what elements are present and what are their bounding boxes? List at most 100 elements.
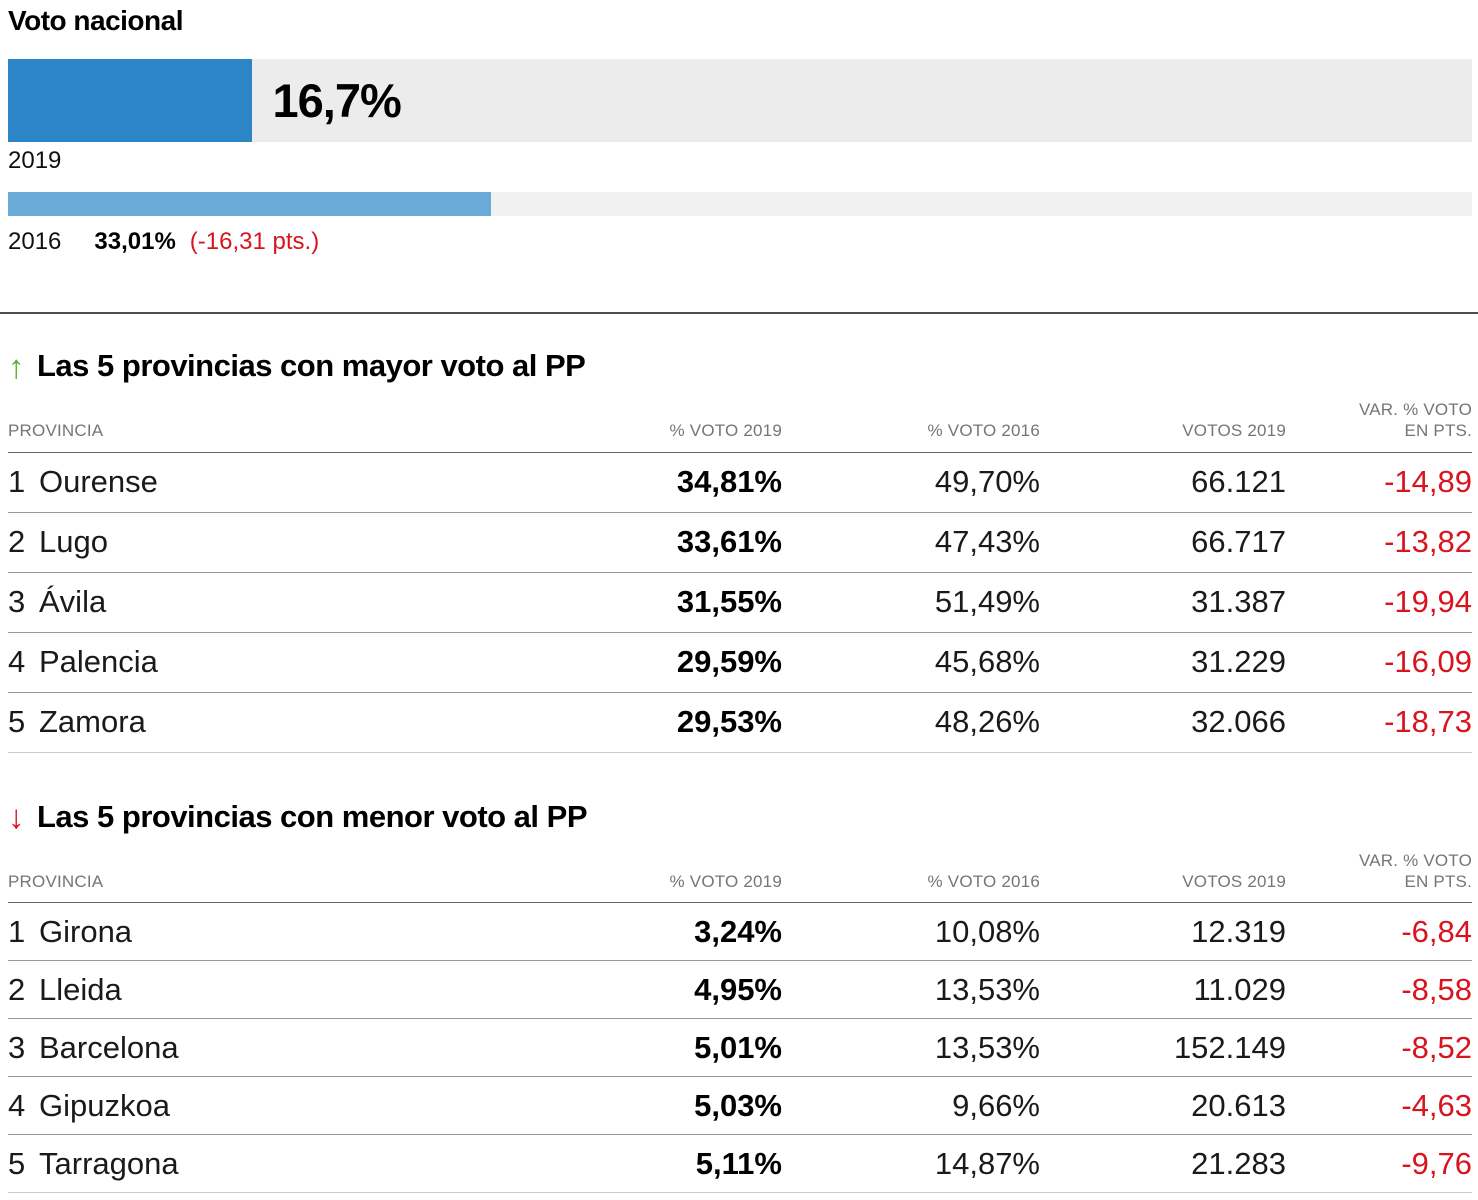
table-row: 3 Barcelona 5,01% 13,53% 152.149 -8,52 xyxy=(8,1018,1472,1077)
var-cell: -9,76 xyxy=(1286,1134,1472,1193)
rank-label: 3 xyxy=(8,584,26,619)
votos-2019-cell: 21.283 xyxy=(1040,1134,1286,1193)
voto-2016-cell: 9,66% xyxy=(782,1076,1040,1135)
top-provinces-section: ↑ Las 5 provincias con mayor voto al PP … xyxy=(8,348,1472,753)
var-cell: -8,58 xyxy=(1286,960,1472,1019)
var-cell: -13,82 xyxy=(1286,512,1472,573)
votos-2019-cell: 31.229 xyxy=(1040,632,1286,693)
rank-label: 1 xyxy=(8,913,26,949)
table-row: 4 Gipuzkoa 5,03% 9,66% 20.613 -4,63 xyxy=(8,1076,1472,1135)
votos-2019-cell: 32.066 xyxy=(1040,692,1286,753)
votos-2019-cell: 12.319 xyxy=(1040,902,1286,961)
bar-2019-year-label: 2019 xyxy=(8,147,62,174)
voto-2016-cell: 49,70% xyxy=(782,452,1040,513)
rank-label: 5 xyxy=(8,704,26,739)
bar-2019-value: 16,7% xyxy=(272,74,401,127)
bar-2016-track xyxy=(8,192,1472,216)
table-row: 3 Ávila 31,55% 51,49% 31.387 -19,94 xyxy=(8,572,1472,633)
bottom-provinces-table: PROVINCIA % VOTO 2019 % VOTO 2016 VOTOS … xyxy=(8,844,1472,1193)
bar-2016-fill xyxy=(8,192,492,216)
province-name: Ourense xyxy=(39,464,158,499)
province-cell: 4 Palencia xyxy=(8,632,582,693)
bar-2016-value: 33,01% xyxy=(94,228,176,255)
province-name: Lleida xyxy=(39,971,122,1007)
province-name: Zamora xyxy=(39,704,146,739)
voto-2016-cell: 45,68% xyxy=(782,632,1040,693)
province-cell: 5 Tarragona xyxy=(8,1134,582,1193)
col-header-var: VAR. % VOTO EN PTS. xyxy=(1286,844,1472,903)
var-cell: -19,94 xyxy=(1286,572,1472,633)
col-header-votos-2019: VOTOS 2019 xyxy=(1040,394,1286,453)
col-header-voto-2016: % VOTO 2016 xyxy=(782,394,1040,453)
voto-2019-cell: 4,95% xyxy=(582,960,782,1019)
rank-label: 4 xyxy=(8,644,26,679)
voto-2019-cell: 5,01% xyxy=(582,1018,782,1077)
votos-2019-cell: 20.613 xyxy=(1040,1076,1286,1135)
voto-2019-cell: 29,53% xyxy=(582,692,782,753)
table-row: 1 Ourense 34,81% 49,70% 66.121 -14,89 xyxy=(8,452,1472,513)
var-cell: -4,63 xyxy=(1286,1076,1472,1135)
rank-label: 3 xyxy=(8,1029,26,1065)
bar-2016-year-label: 2016 xyxy=(8,228,62,255)
table-row: 4 Palencia 29,59% 45,68% 31.229 -16,09 xyxy=(8,632,1472,693)
votos-2019-cell: 31.387 xyxy=(1040,572,1286,633)
bar-2016-diff: (-16,31 pts.) xyxy=(189,228,320,255)
province-cell: 2 Lugo xyxy=(8,512,582,573)
voto-2016-cell: 10,08% xyxy=(782,902,1040,961)
bottom-provinces-section: ↓ Las 5 provincias con menor voto al PP … xyxy=(8,799,1472,1193)
votos-2019-cell: 152.149 xyxy=(1040,1018,1286,1077)
up-arrow-icon: ↑ xyxy=(8,347,25,385)
col-header-var: VAR. % VOTO EN PTS. xyxy=(1286,394,1472,453)
province-cell: 2 Lleida xyxy=(8,960,582,1019)
province-name: Palencia xyxy=(39,644,158,679)
rank-label: 2 xyxy=(8,971,26,1007)
table-header-row: PROVINCIA % VOTO 2019 % VOTO 2016 VOTOS … xyxy=(8,844,1472,903)
col-header-provincia: PROVINCIA xyxy=(8,844,582,903)
voto-2016-cell: 47,43% xyxy=(782,512,1040,573)
voto-2016-cell: 48,26% xyxy=(782,692,1040,753)
col-header-votos-2019: VOTOS 2019 xyxy=(1040,844,1286,903)
down-arrow-icon: ↓ xyxy=(8,798,25,835)
province-cell: 4 Gipuzkoa xyxy=(8,1076,582,1135)
rank-label: 5 xyxy=(8,1145,26,1181)
rank-label: 4 xyxy=(8,1087,26,1123)
province-cell: 3 Barcelona xyxy=(8,1018,582,1077)
bar-2016-caption: 2016 33,01% (-16,31 pts.) xyxy=(8,228,1472,256)
province-cell: 1 Girona xyxy=(8,902,582,961)
var-cell: -16,09 xyxy=(1286,632,1472,693)
top-provinces-table: PROVINCIA % VOTO 2019 % VOTO 2016 VOTOS … xyxy=(8,394,1472,753)
col-header-voto-2016: % VOTO 2016 xyxy=(782,844,1040,903)
votos-2019-cell: 11.029 xyxy=(1040,960,1286,1019)
bottom-provinces-heading: ↓ Las 5 provincias con menor voto al PP xyxy=(8,799,1472,835)
province-name: Tarragona xyxy=(39,1145,179,1181)
table-row: 5 Tarragona 5,11% 14,87% 21.283 -9,76 xyxy=(8,1134,1472,1193)
province-name: Gipuzkoa xyxy=(39,1087,170,1123)
col-header-provincia: PROVINCIA xyxy=(8,394,582,453)
voto-2019-cell: 5,03% xyxy=(582,1076,782,1135)
voto-2019-cell: 34,81% xyxy=(582,452,782,513)
col-header-voto-2019: % VOTO 2019 xyxy=(582,844,782,903)
table-row: 5 Zamora 29,53% 48,26% 32.066 -18,73 xyxy=(8,692,1472,753)
voto-2019-cell: 33,61% xyxy=(582,512,782,573)
province-name: Barcelona xyxy=(39,1029,179,1065)
table-row: 1 Girona 3,24% 10,08% 12.319 -6,84 xyxy=(8,902,1472,961)
national-vote-section: Voto nacional 16,7% 2019 2016 33,01% (-1… xyxy=(8,0,1472,256)
voto-2016-cell: 14,87% xyxy=(782,1134,1040,1193)
top-provinces-heading-text: Las 5 provincias con mayor voto al PP xyxy=(37,348,586,383)
province-name: Lugo xyxy=(39,524,108,559)
section-divider xyxy=(0,312,1478,314)
bar-2019-fill xyxy=(8,59,253,142)
rank-label: 2 xyxy=(8,524,26,559)
var-cell: -14,89 xyxy=(1286,452,1472,513)
province-name: Ávila xyxy=(39,584,107,619)
voto-2016-cell: 13,53% xyxy=(782,1018,1040,1077)
bar-2019-track: 16,7% xyxy=(8,59,1472,142)
voto-2019-cell: 5,11% xyxy=(582,1134,782,1193)
table-row: 2 Lleida 4,95% 13,53% 11.029 -8,58 xyxy=(8,960,1472,1019)
province-name: Girona xyxy=(39,913,133,949)
var-cell: -8,52 xyxy=(1286,1018,1472,1077)
votos-2019-cell: 66.121 xyxy=(1040,452,1286,513)
rank-label: 1 xyxy=(8,464,26,499)
voto-2016-cell: 51,49% xyxy=(782,572,1040,633)
